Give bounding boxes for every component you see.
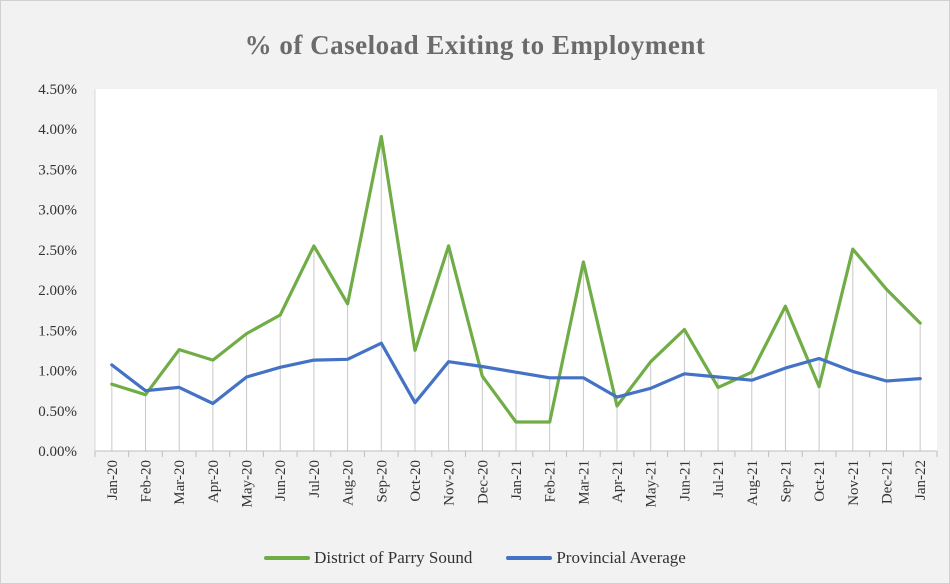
y-tick-label: 4.50%: [38, 82, 77, 98]
x-tick-label: Sep-21: [778, 460, 794, 503]
x-tick-label: Apr-21: [610, 460, 626, 503]
series-line-0: [110, 134, 922, 424]
x-tick-label: Oct-21: [812, 460, 828, 502]
x-tick-label: Jan-21: [509, 460, 525, 500]
x-tick-label: May-20: [240, 460, 256, 508]
legend: District of Parry Sound Provincial Avera…: [0, 548, 950, 568]
x-tick-label: Mar-21: [576, 460, 592, 505]
y-tick-label: 2.00%: [38, 283, 77, 299]
x-tick-label: Mar-20: [172, 460, 188, 505]
x-tick-label: Apr-20: [206, 460, 222, 503]
x-tick-label: Sep-20: [374, 460, 390, 503]
y-tick-label: 2.50%: [38, 243, 77, 259]
x-tick-label: Jan-20: [105, 460, 121, 500]
x-tick-label: May-21: [644, 460, 660, 508]
legend-label-provincial: Provincial Average: [556, 548, 686, 567]
x-tick-label: Aug-20: [341, 460, 357, 506]
y-tick-label: 0.50%: [38, 404, 77, 420]
y-tick-label: 3.00%: [38, 203, 77, 219]
x-tick-label: Feb-20: [139, 460, 155, 503]
x-tick-label: Oct-20: [408, 460, 424, 502]
y-tick-label: 4.00%: [38, 122, 77, 138]
legend-item-district: District of Parry Sound: [264, 548, 472, 568]
x-tick-label: Jun-21: [677, 460, 693, 501]
legend-label-district: District of Parry Sound: [314, 548, 473, 567]
x-tick-label: Jun-20: [273, 460, 289, 501]
x-tick-label: Feb-21: [543, 460, 559, 503]
legend-swatch-district: [264, 556, 311, 560]
x-tick-label: Nov-20: [442, 460, 458, 506]
y-tick-label: 1.00%: [38, 364, 77, 380]
y-tick-label: 1.50%: [38, 323, 77, 339]
x-tick-label: Dec-20: [475, 460, 491, 504]
legend-swatch-provincial: [506, 556, 553, 560]
series-line-1: [110, 341, 922, 406]
y-tick-label: 0.00%: [38, 444, 77, 460]
legend-item-provincial: Provincial Average: [506, 548, 686, 568]
x-tick-label: Aug-21: [745, 460, 761, 506]
x-tick-label: Dec-21: [879, 460, 895, 504]
x-tick-label: Jan-22: [913, 460, 929, 500]
chart-title: % of Caseload Exiting to Employment: [244, 30, 706, 60]
y-tick-label: 3.50%: [38, 162, 77, 178]
x-tick-label: Jul-21: [711, 460, 727, 498]
x-tick-label: Jul-20: [307, 460, 323, 498]
x-tick-label: Nov-21: [846, 460, 862, 506]
